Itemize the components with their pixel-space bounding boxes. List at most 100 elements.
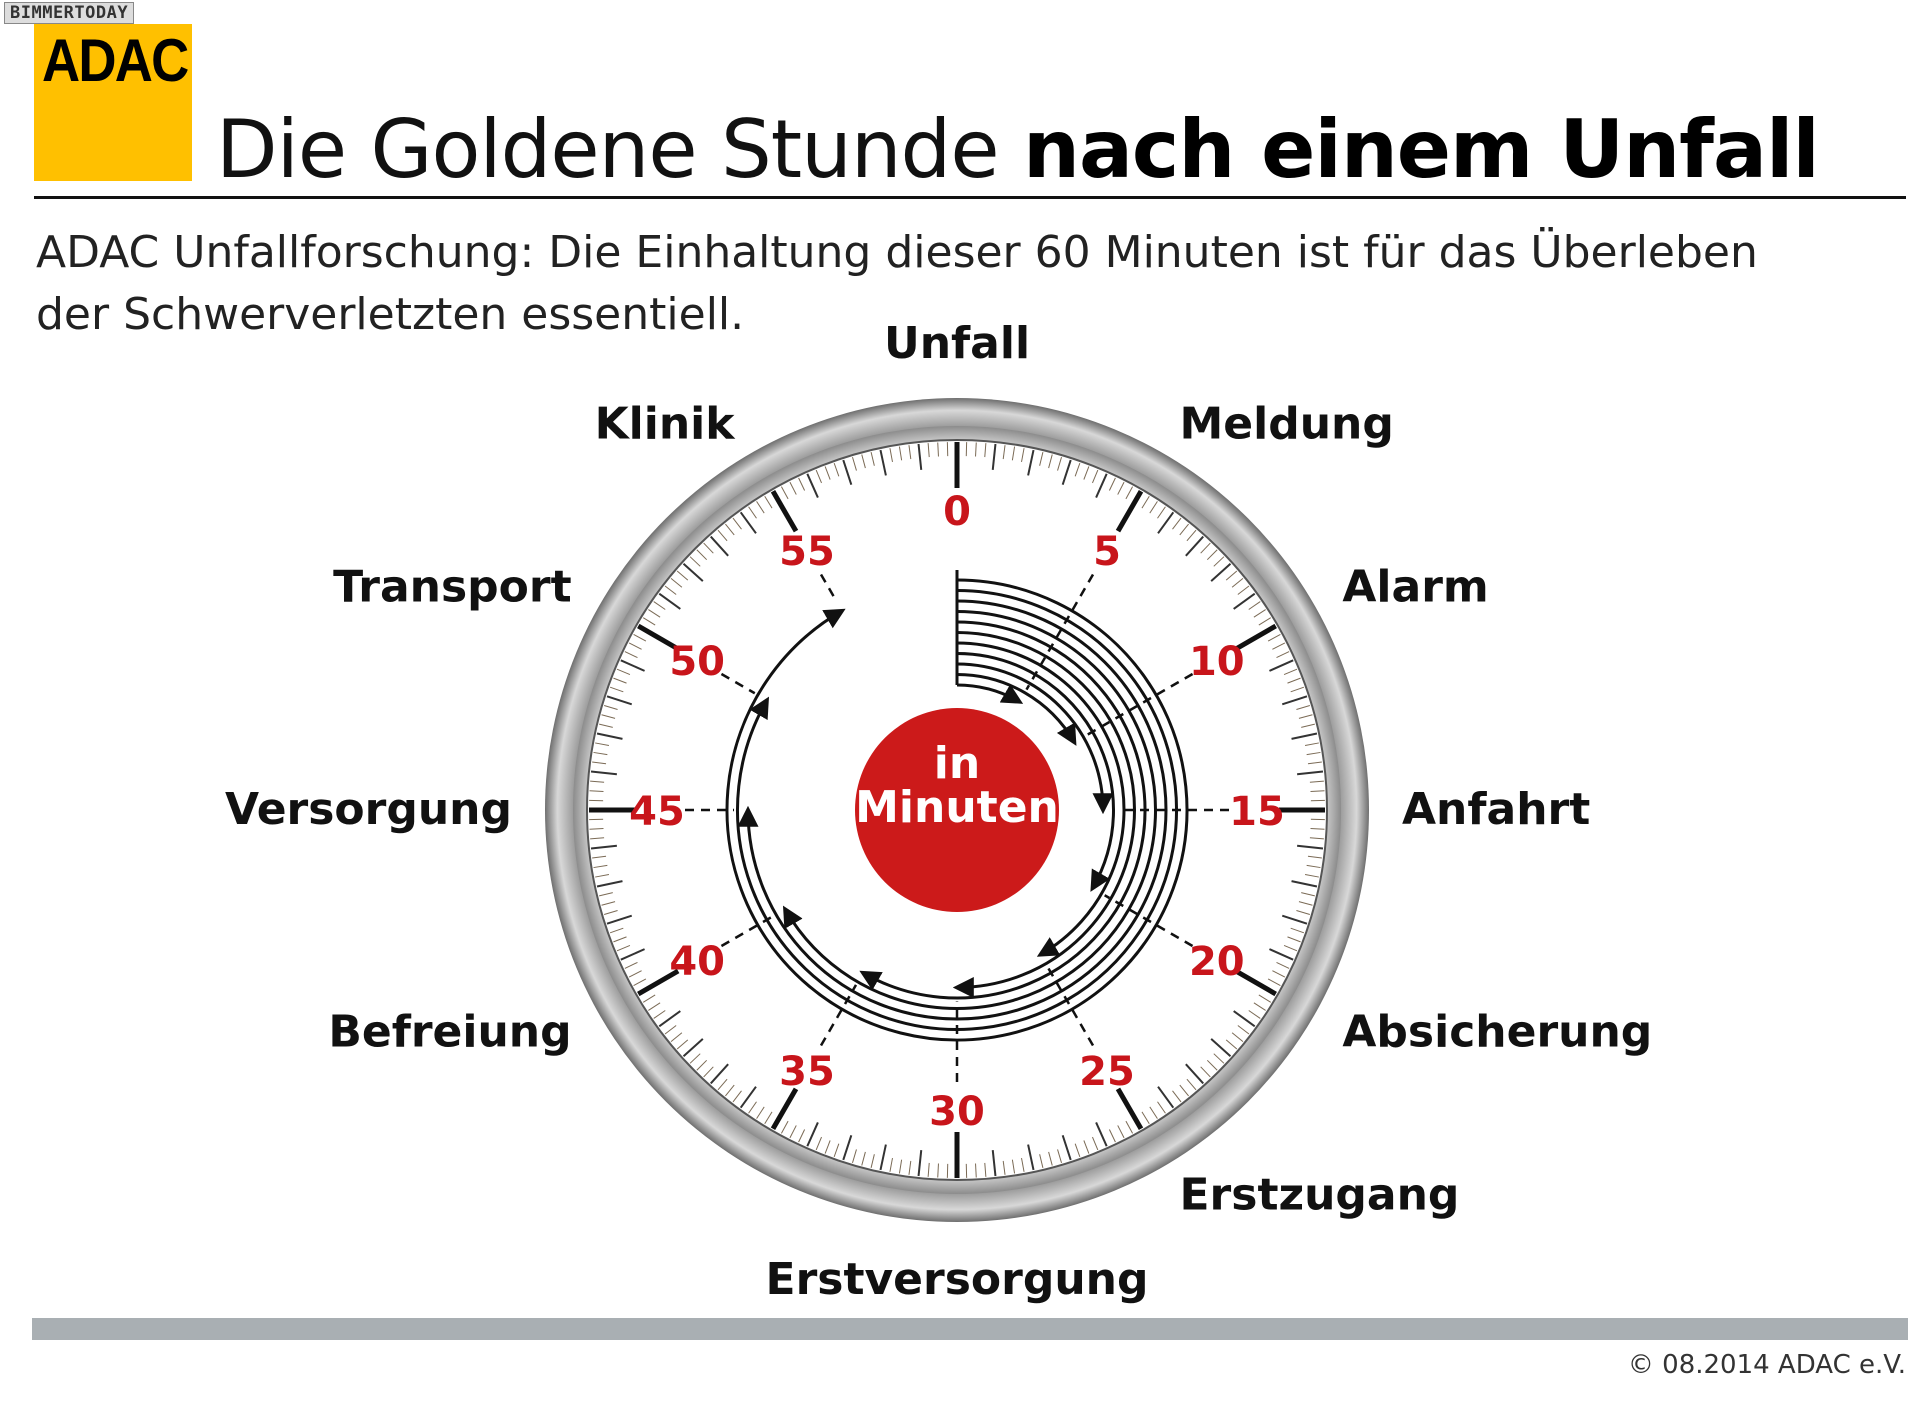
fine-tick xyxy=(696,549,708,561)
minute-tick xyxy=(1233,1010,1256,1028)
fine-tick xyxy=(1172,517,1182,530)
dashed-pointer xyxy=(720,672,756,695)
fine-tick xyxy=(589,828,604,830)
center-label-minuten: Minuten xyxy=(855,782,1059,833)
minute-tick xyxy=(991,1150,997,1177)
minute-tick xyxy=(879,1144,887,1171)
fine-tick xyxy=(889,448,893,463)
fine-tick xyxy=(1048,1151,1053,1166)
phase-labels: Unfall Meldung Alarm Anfahrt Absicherung Erst… xyxy=(225,318,1652,1305)
dashed-pointer xyxy=(819,573,837,600)
fine-tick xyxy=(599,892,613,897)
fine-tick xyxy=(601,901,616,906)
copyright: © 08.2014 ADAC e.V. xyxy=(1627,1350,1906,1380)
phase-label: Absicherung xyxy=(1342,1007,1652,1058)
fine-tick xyxy=(1272,642,1286,650)
fine-tick xyxy=(1258,617,1272,626)
elapsed-time-arcs xyxy=(725,570,1189,1042)
fine-tick xyxy=(1125,1120,1134,1134)
minute-tick xyxy=(1210,563,1232,582)
fine-tick xyxy=(1213,1053,1225,1064)
minute-number: 15 xyxy=(1229,789,1285,835)
subtitle-line-1: ADAC Unfallforschung: Die Einhaltung die… xyxy=(36,227,1758,278)
dashed-pointer xyxy=(1085,672,1194,737)
fine-tick xyxy=(1237,1025,1250,1035)
fine-tick xyxy=(1253,609,1266,618)
phase-label: Transport xyxy=(333,562,572,613)
elapsed-arc xyxy=(956,683,1024,704)
minute-tick xyxy=(1281,695,1308,706)
minute-tick xyxy=(917,1150,923,1177)
fine-tick xyxy=(633,978,647,987)
fine-tick xyxy=(833,462,840,477)
minute-tick xyxy=(1269,659,1294,672)
fine-tick xyxy=(1258,994,1272,1003)
fine-tick xyxy=(756,1106,765,1119)
fine-tick xyxy=(1248,1010,1261,1019)
fine-tick xyxy=(748,506,757,519)
fine-tick xyxy=(696,1059,708,1071)
minute-tick xyxy=(1297,770,1324,776)
fine-tick xyxy=(1200,1066,1211,1078)
fine-tick xyxy=(937,1163,939,1178)
fine-tick xyxy=(1225,1039,1238,1050)
minute-tick xyxy=(590,844,617,850)
fine-tick xyxy=(984,1162,987,1177)
fine-tick xyxy=(689,556,701,567)
fine-tick xyxy=(604,910,618,915)
minute-tick xyxy=(1027,449,1035,476)
fine-tick xyxy=(732,1090,742,1103)
minute-tick xyxy=(806,1122,819,1147)
fine-tick xyxy=(1304,742,1319,746)
fine-tick xyxy=(613,677,627,684)
fine-tick xyxy=(595,742,610,746)
fine-tick xyxy=(1253,1002,1266,1011)
minute-number: 35 xyxy=(779,1049,835,1095)
center-disc xyxy=(855,708,1059,912)
fine-tick xyxy=(798,1129,806,1143)
fine-tick xyxy=(595,874,610,878)
fine-tick xyxy=(725,523,735,536)
fine-tick xyxy=(616,668,631,675)
fine-tick xyxy=(1002,1160,1006,1175)
fine-tick xyxy=(624,651,638,659)
fine-tick xyxy=(789,481,797,495)
fine-tick xyxy=(676,570,689,581)
fine-tick xyxy=(1141,495,1150,509)
fine-tick xyxy=(870,452,875,466)
fine-tick xyxy=(870,1154,875,1168)
minute-tick xyxy=(842,459,853,486)
minute-tick xyxy=(1061,459,1072,486)
fine-tick xyxy=(648,1002,661,1011)
minute-tick xyxy=(596,880,623,888)
phase-label: Anfahrt xyxy=(1402,784,1590,835)
fine-tick xyxy=(717,1078,728,1091)
fine-tick xyxy=(1186,529,1197,542)
fine-tick xyxy=(1141,1111,1150,1125)
fine-tick xyxy=(1267,978,1281,987)
minute-tick xyxy=(620,659,645,672)
fine-tick xyxy=(1237,585,1250,595)
fine-tick xyxy=(1276,961,1290,969)
fine-tick xyxy=(717,529,728,542)
phase-label: Meldung xyxy=(1180,399,1394,450)
title-divider xyxy=(34,196,1906,199)
fine-tick xyxy=(703,1066,714,1078)
fine-tick xyxy=(590,780,605,783)
fine-tick xyxy=(1248,601,1261,610)
fine-tick xyxy=(764,1111,773,1125)
minute-number: 25 xyxy=(1079,1049,1135,1095)
fine-tick xyxy=(613,936,627,943)
fine-tick xyxy=(593,864,608,869)
fine-tick xyxy=(908,445,912,460)
minute-tick xyxy=(1027,1144,1035,1171)
fine-tick xyxy=(1057,457,1062,471)
fine-tick xyxy=(889,1157,893,1172)
fine-tick xyxy=(861,454,866,469)
fine-tick xyxy=(1309,780,1324,783)
fine-tick xyxy=(789,1125,797,1139)
minute-number: 50 xyxy=(669,639,725,685)
major-tick xyxy=(1234,623,1277,652)
elapsed-arc xyxy=(956,662,1114,815)
minute-tick xyxy=(1157,511,1175,534)
